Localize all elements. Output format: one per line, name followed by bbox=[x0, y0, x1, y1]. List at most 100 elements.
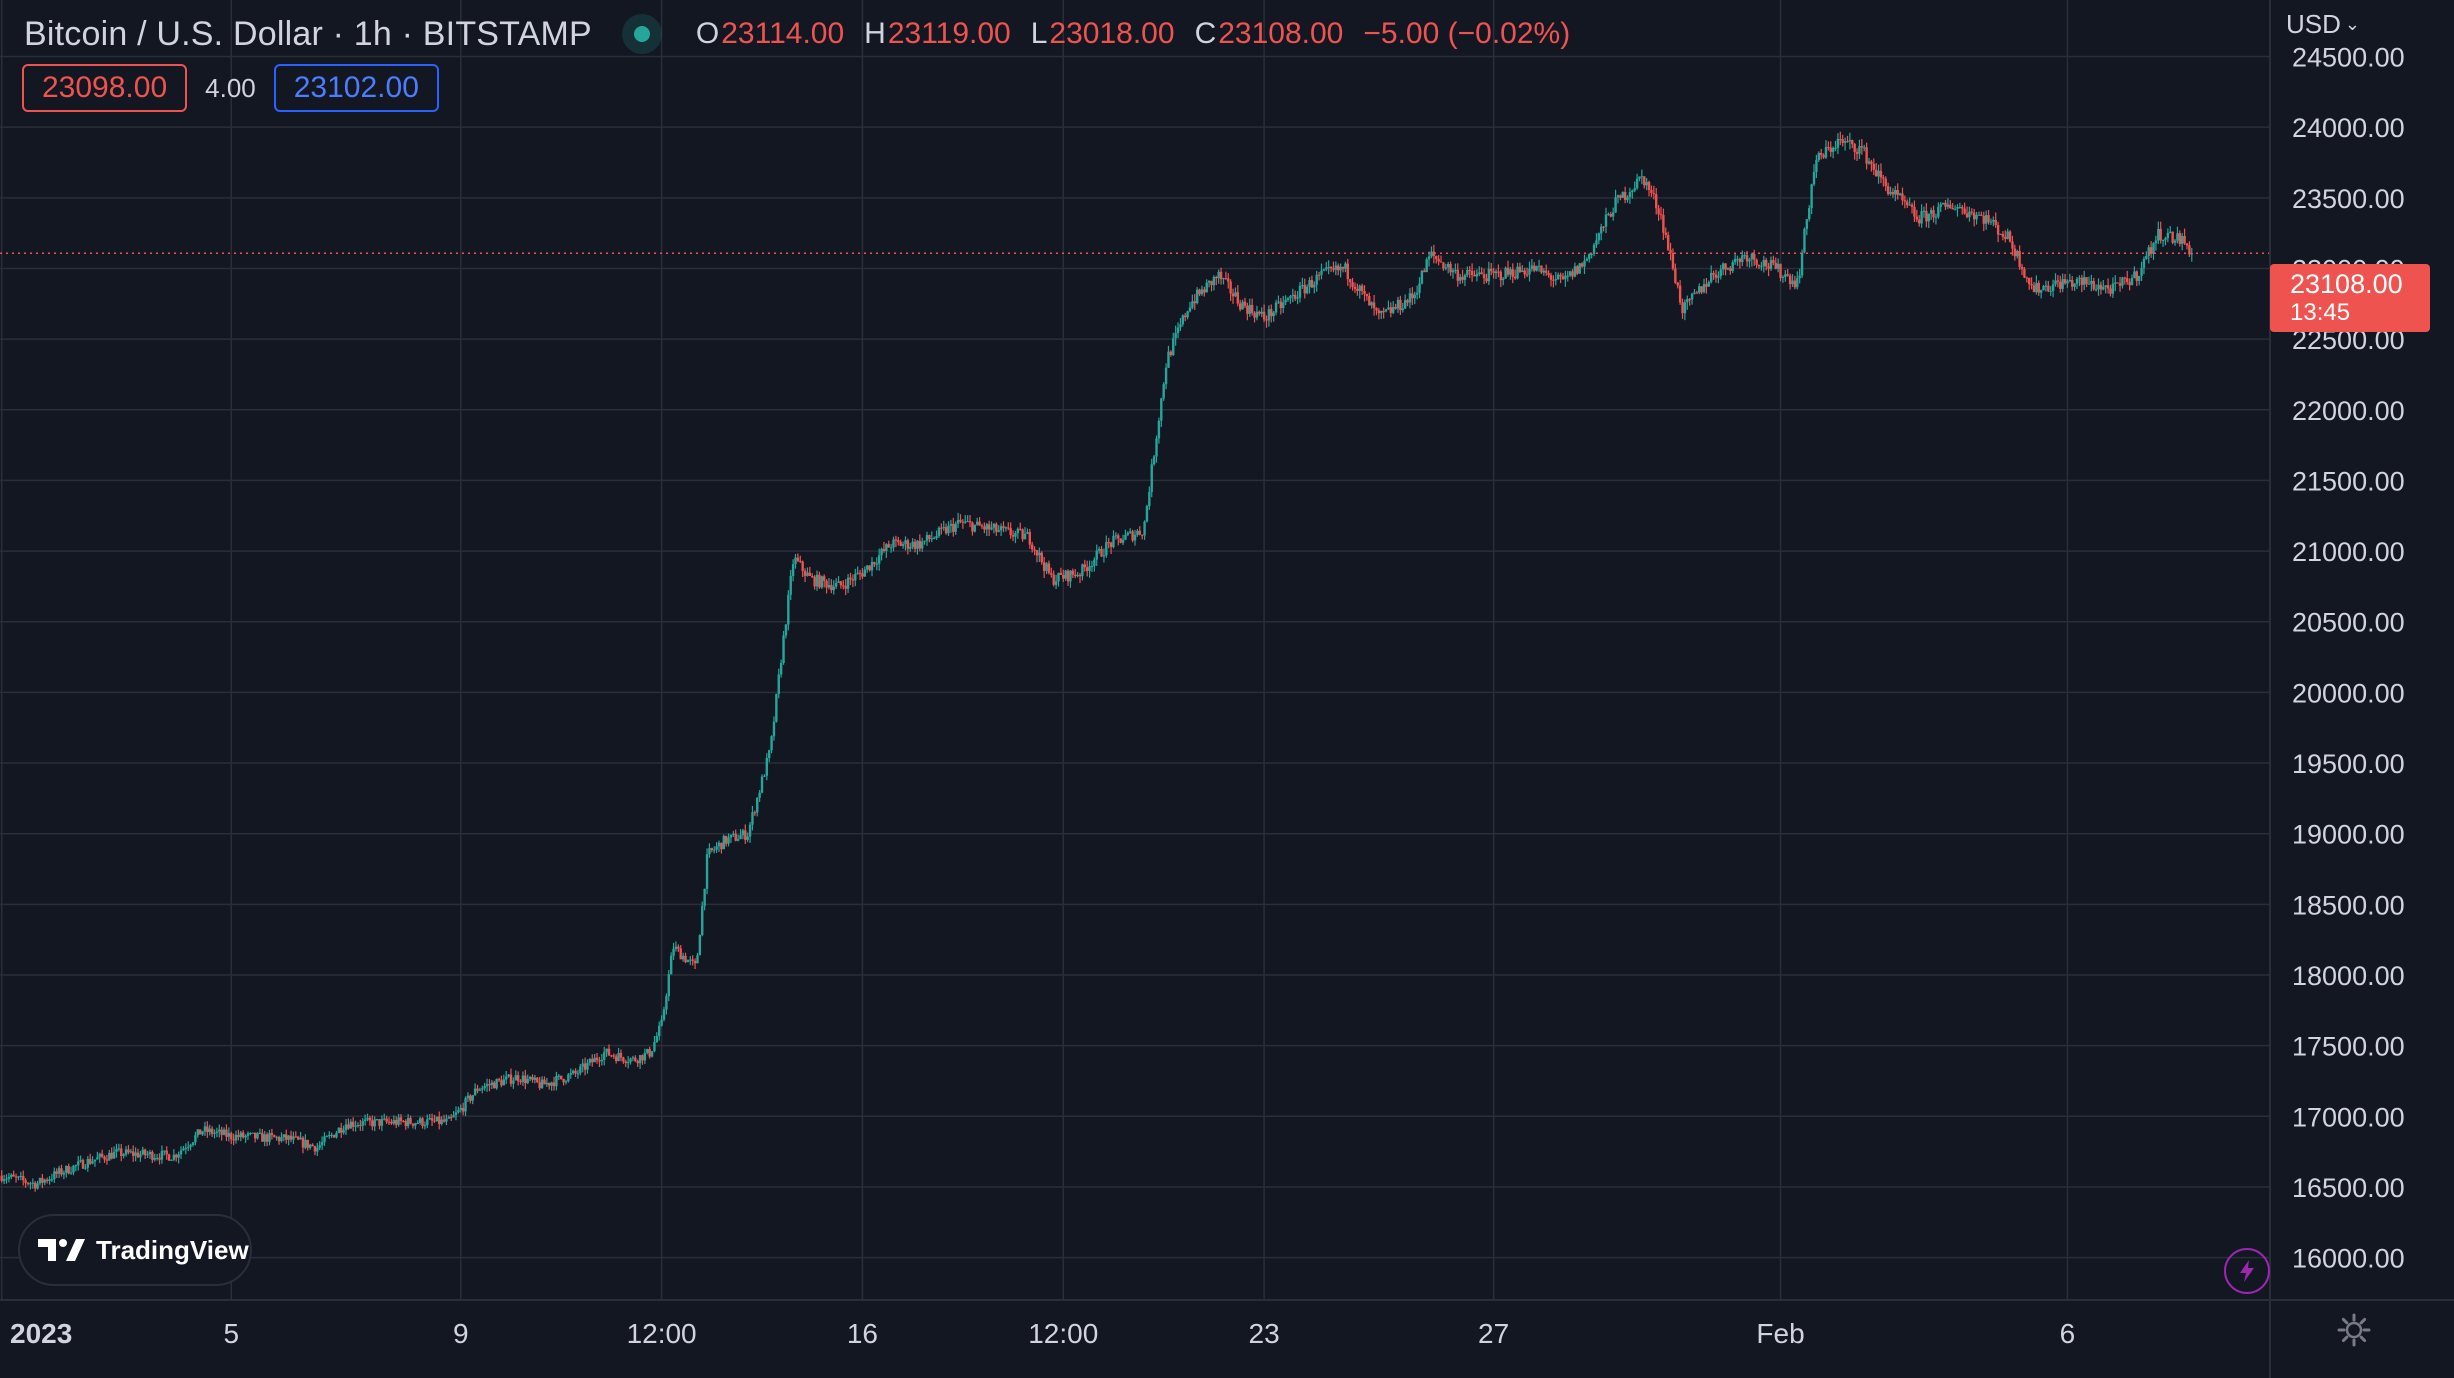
candle-body bbox=[1195, 289, 1199, 304]
candle-body bbox=[1394, 307, 1397, 309]
candle-body bbox=[457, 1109, 460, 1113]
candle-body bbox=[765, 758, 769, 776]
candle-body bbox=[24, 1180, 27, 1183]
candle-body bbox=[1351, 282, 1354, 287]
candle-body bbox=[2114, 282, 2117, 284]
candle-body bbox=[347, 1124, 350, 1129]
candle-body bbox=[1358, 285, 1361, 291]
candle-body bbox=[921, 541, 924, 549]
candle-body bbox=[1418, 283, 1421, 293]
candle-body bbox=[41, 1177, 44, 1183]
candle-body bbox=[2085, 277, 2088, 285]
lightning-icon[interactable] bbox=[2224, 1248, 2270, 1294]
candle-body bbox=[2035, 282, 2038, 293]
candle-body bbox=[335, 1132, 338, 1138]
gear-icon[interactable] bbox=[2334, 1310, 2374, 1350]
candle-body bbox=[2109, 288, 2112, 294]
candle-body bbox=[366, 1117, 369, 1120]
candle-body bbox=[770, 736, 773, 751]
candle-body bbox=[1439, 261, 1443, 263]
candle-body bbox=[340, 1127, 343, 1133]
candle-body bbox=[1638, 176, 1641, 179]
spread-value: 4.00 bbox=[205, 72, 256, 103]
candle-body bbox=[1537, 265, 1541, 267]
candle-body bbox=[1238, 303, 1242, 310]
candle-body bbox=[1222, 278, 1225, 280]
candle-body bbox=[1494, 271, 1498, 274]
candle-body bbox=[1953, 208, 1957, 210]
candle-body bbox=[559, 1075, 563, 1079]
candle-body bbox=[399, 1117, 403, 1121]
candle-body bbox=[5, 1178, 8, 1180]
symbol-title[interactable]: Bitcoin / U.S. Dollar · 1h · BITSTAMP bbox=[24, 14, 592, 53]
candle-body bbox=[129, 1151, 133, 1153]
logo-text: TradingView bbox=[96, 1234, 249, 1265]
candle-body bbox=[270, 1133, 274, 1136]
candle-body bbox=[653, 1042, 656, 1052]
candle-body bbox=[1937, 206, 1940, 217]
candle-body bbox=[2128, 282, 2131, 286]
candle-body bbox=[1279, 301, 1283, 309]
candle-body bbox=[187, 1146, 190, 1149]
candle-body bbox=[1019, 528, 1022, 530]
candle-body bbox=[1525, 274, 1529, 276]
candle-body bbox=[1372, 302, 1376, 309]
candle-body bbox=[1621, 192, 1624, 198]
y-tick-label: 17500.00 bbox=[2292, 1032, 2405, 1062]
candle-body bbox=[1317, 274, 1321, 276]
candle-body bbox=[531, 1076, 534, 1080]
candle-body bbox=[760, 776, 764, 793]
candle-body bbox=[69, 1172, 73, 1174]
candle-body bbox=[1640, 176, 1644, 178]
candle-body bbox=[1580, 263, 1584, 267]
candle-body bbox=[2020, 266, 2024, 270]
candle-body bbox=[2183, 236, 2186, 244]
candle-body bbox=[1556, 274, 1560, 280]
candle-body bbox=[1874, 169, 1878, 177]
tradingview-logo[interactable]: TradingView bbox=[18, 1214, 252, 1286]
candle-body bbox=[1810, 184, 1813, 209]
candle-body bbox=[1712, 273, 1715, 275]
candle-body bbox=[2185, 243, 2189, 246]
candle-body bbox=[995, 523, 998, 532]
candle-body bbox=[1272, 312, 1275, 317]
candle-body bbox=[1906, 201, 1909, 206]
candle-body bbox=[2049, 290, 2052, 292]
candle-body bbox=[1016, 528, 1020, 534]
candle-body bbox=[932, 537, 936, 539]
candle-body bbox=[2073, 283, 2076, 287]
y-tick-label: 17000.00 bbox=[2292, 1102, 2405, 1132]
currency-selector[interactable]: USD ⌄ bbox=[2286, 2, 2360, 46]
candle-body bbox=[2011, 241, 2014, 249]
candle-body bbox=[349, 1121, 352, 1129]
candle-body bbox=[1635, 178, 1639, 189]
candle-body bbox=[861, 573, 864, 577]
candle-body bbox=[115, 1148, 118, 1152]
candle-body bbox=[1710, 273, 1713, 283]
y-tick-label: 21500.00 bbox=[2292, 466, 2405, 496]
candle-body bbox=[1858, 146, 1861, 154]
candle-body bbox=[846, 577, 850, 589]
candle-body bbox=[2080, 277, 2083, 285]
candle-body bbox=[72, 1165, 75, 1173]
candle-body bbox=[263, 1134, 266, 1142]
candle-body bbox=[691, 959, 694, 961]
candle-body bbox=[643, 1052, 647, 1061]
candle-body bbox=[1117, 535, 1120, 539]
candle-body bbox=[1227, 278, 1230, 282]
candle-body bbox=[1504, 267, 1507, 279]
sell-button[interactable]: 23098.00 bbox=[22, 64, 188, 112]
candle-body bbox=[1846, 141, 1849, 143]
candle-body bbox=[1107, 542, 1110, 544]
candle-body bbox=[526, 1078, 529, 1084]
candle-body bbox=[913, 541, 917, 549]
buy-button[interactable]: 23102.00 bbox=[273, 64, 439, 112]
candle-body bbox=[1647, 181, 1651, 190]
candle-body bbox=[574, 1070, 577, 1074]
candle-body bbox=[1186, 311, 1189, 318]
candle-body bbox=[581, 1063, 584, 1067]
candle-body bbox=[1535, 266, 1538, 271]
candle-body bbox=[1705, 284, 1708, 287]
candle-body bbox=[1717, 276, 1720, 278]
